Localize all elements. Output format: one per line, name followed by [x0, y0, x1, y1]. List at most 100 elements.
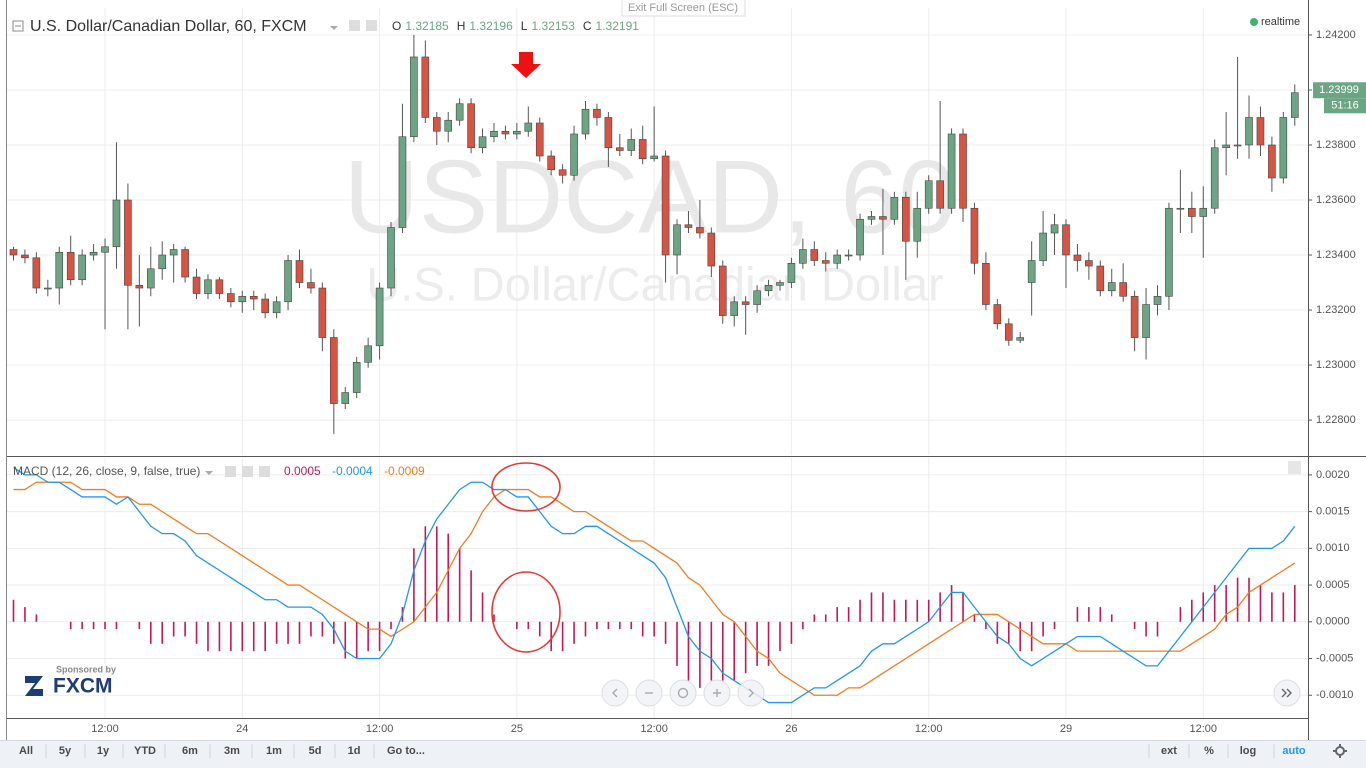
histogram-bar — [1019, 621, 1022, 652]
histogram-bar — [390, 621, 392, 630]
histogram-bar — [264, 621, 266, 652]
title-caret[interactable] — [330, 26, 338, 30]
range-button[interactable]: 1y — [97, 745, 110, 757]
option-button[interactable]: auto — [1282, 745, 1306, 757]
histogram-bar — [1099, 607, 1102, 622]
range-button[interactable]: 6m — [182, 745, 198, 757]
candle-body — [192, 276, 201, 294]
candle-body — [684, 224, 693, 228]
histogram-bar — [321, 621, 324, 637]
candle-body — [1222, 144, 1230, 149]
candle-body — [261, 298, 269, 314]
ohlc-legend-key: C — [583, 19, 592, 33]
histogram-bar — [687, 621, 690, 681]
y-tick-label: 1.23200 — [1316, 304, 1356, 316]
range-button[interactable]: 3m — [224, 745, 240, 757]
candle-body — [272, 301, 281, 314]
histogram-bar — [447, 533, 450, 622]
candle-body — [1027, 260, 1036, 283]
histogram-bar — [721, 621, 724, 681]
ohlc-legend-value: 1.32153 — [531, 19, 575, 33]
histogram-bar — [538, 621, 541, 637]
macd-caret[interactable] — [205, 471, 213, 475]
option-button[interactable]: ext — [1161, 745, 1177, 757]
histogram-bar — [859, 599, 861, 622]
candle-body — [547, 155, 555, 171]
candle-body — [776, 282, 784, 286]
candle-body — [1050, 224, 1059, 234]
toolbar-items: All 5y 1y YTD 6m 3m 1m 5d 1d Go to... ext% log auto — [19, 744, 1306, 758]
range-button[interactable]: 5d — [309, 745, 322, 757]
candle-body — [146, 268, 155, 289]
scroll-left-button[interactable] — [601, 679, 629, 707]
histogram-bar — [1191, 599, 1193, 622]
histogram-bar — [1053, 621, 1056, 630]
candle-body — [833, 254, 841, 264]
exit-fullscreen-button[interactable] — [621, 0, 746, 17]
histogram-bar — [184, 621, 186, 637]
symbol-title: U.S. Dollar/Canadian Dollar, 60, FXCM — [30, 18, 307, 35]
countdown-label: 51:16 — [1331, 100, 1359, 112]
candle-body — [169, 249, 178, 256]
candle-body — [1004, 323, 1013, 341]
sponsor-logo-mark — [25, 676, 43, 696]
candle-body — [627, 139, 636, 151]
macd-settings-icon[interactable] — [242, 466, 253, 477]
candle-body — [387, 227, 395, 289]
candle-body — [673, 224, 681, 256]
histogram-bar — [1179, 607, 1182, 622]
histogram-bar — [1225, 585, 1227, 622]
range-button[interactable]: All — [19, 745, 33, 757]
range-button[interactable]: 1d — [348, 745, 361, 757]
settings-gear[interactable] — [1333, 744, 1347, 758]
ohlc-legend-value: 1.32196 — [469, 19, 513, 33]
histogram-bar — [35, 614, 38, 622]
macd-remove-icon[interactable] — [259, 466, 270, 477]
countdown-tag — [1324, 98, 1366, 114]
x-tick-label: 24 — [236, 723, 248, 735]
candle-body — [570, 133, 578, 176]
range-button[interactable]: 5y — [59, 745, 72, 757]
candle-body — [421, 56, 430, 118]
histogram-bar — [424, 526, 427, 622]
candle-body — [124, 199, 132, 286]
histogram-bar — [653, 621, 655, 637]
plot-layer — [9, 34, 1312, 704]
scroll-right-button[interactable] — [737, 679, 765, 707]
histogram-bar — [458, 548, 461, 622]
candle-body — [32, 257, 41, 289]
candle-body — [696, 227, 704, 234]
histogram-bar — [836, 607, 838, 622]
icon — [612, 688, 618, 698]
y-tick-label: 1.23400 — [1316, 249, 1356, 261]
menu-icon[interactable] — [12, 20, 24, 32]
macd-hide-icon[interactable] — [225, 466, 236, 477]
scroll-to-end-button[interactable] — [1273, 679, 1301, 707]
candle-body — [1119, 282, 1127, 297]
histogram-bar — [367, 621, 369, 652]
range-button[interactable]: YTD — [134, 745, 156, 757]
reset-button[interactable] — [669, 679, 697, 707]
x-tick-label: 12:00 — [640, 723, 668, 735]
candle-body — [982, 262, 990, 305]
maximize-pane[interactable] — [1288, 461, 1301, 474]
goto-button[interactable]: Go to... — [387, 745, 425, 757]
histogram-bar — [619, 621, 621, 630]
histogram-bar — [927, 599, 930, 622]
histogram-bar — [470, 570, 472, 622]
histogram-bar — [916, 599, 919, 622]
range-button[interactable]: 1m — [266, 745, 282, 757]
candle-body — [1096, 265, 1105, 292]
format-icon[interactable] — [349, 20, 360, 31]
candle-body — [924, 180, 933, 209]
candle-body — [970, 207, 979, 264]
option-button[interactable]: log — [1240, 745, 1257, 757]
menu-box — [12, 20, 24, 32]
grid-layer: 1.242001.240001.238001.236001.234001.232… — [7, 8, 1356, 735]
option-button[interactable]: % — [1204, 745, 1214, 757]
settings-icon[interactable] — [366, 20, 377, 31]
histogram-bar — [870, 592, 873, 622]
